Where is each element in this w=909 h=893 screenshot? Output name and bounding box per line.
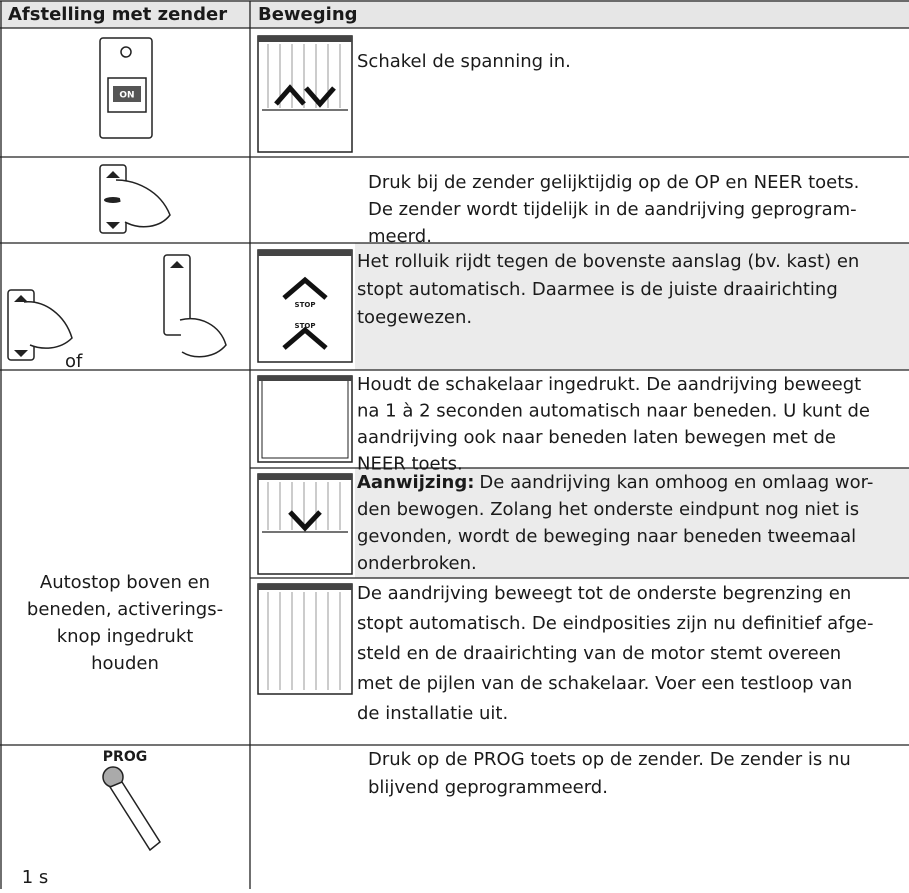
header-cell: Beweging	[258, 4, 358, 25]
or-label: of	[65, 351, 83, 372]
text-line: De zender wordt tijdelijk in de aandrijv…	[368, 199, 857, 220]
text-line: De aandrijving kan omhoog en omlaag wor-	[479, 472, 873, 493]
left-text-line: Autostop boven en	[40, 572, 210, 593]
text-line: Druk op de PROG toets op de zender. De z…	[368, 749, 851, 770]
left-text-line: beneden, activerings-	[27, 599, 223, 620]
text-line: den bewogen. Zolang het onderste eindpun…	[357, 499, 859, 520]
note-label: Aanwijzing:	[357, 472, 474, 493]
shutter-icon	[257, 35, 353, 153]
prog-pen-icon: PROG 1 s	[22, 749, 161, 888]
text-line: stopt automatisch. Daarmee is de juiste …	[357, 279, 838, 300]
breaker-icon: ON	[99, 37, 153, 139]
left-text-line: houden	[91, 653, 159, 674]
stop-label: STOP	[295, 301, 316, 309]
row-bg	[355, 468, 909, 578]
text-line: steld en de draairichting van de motor s…	[357, 643, 841, 664]
text-line: Het rolluik rijdt tegen de bovenste aans…	[357, 251, 859, 272]
remote-hand-icon	[7, 254, 227, 361]
text-line: Houdt de schakelaar ingedrukt. De aandri…	[357, 374, 861, 395]
text-line: na 1 à 2 seconden automatisch naar bened…	[357, 401, 870, 422]
row-bg	[355, 243, 909, 370]
text-line: toegewezen.	[357, 307, 472, 328]
header-cell: Afstelling met zender	[8, 4, 227, 25]
left-text-line: knop ingedrukt	[57, 626, 194, 647]
text-line: blijvend geprogrammeerd.	[368, 777, 608, 798]
stop-label: STOP	[295, 322, 316, 330]
time-label: 1 s	[22, 867, 49, 888]
text-line: gevonden, wordt de beweging naar beneden…	[357, 526, 856, 547]
text-line: meerd.	[368, 226, 432, 247]
text-line: de installatie uit.	[357, 703, 508, 724]
text-line: stopt automatisch. De eindposities zijn …	[357, 613, 873, 634]
text-line: aandrijving ook naar beneden laten beweg…	[357, 427, 836, 448]
icon-label: ON	[119, 91, 134, 101]
shutter-icon	[257, 473, 353, 575]
prog-label: PROG	[103, 749, 147, 765]
shutter-icon	[257, 375, 353, 463]
shutter-icon	[257, 583, 353, 695]
text-line: met de pijlen van de schakelaar. Voer ee…	[357, 673, 852, 694]
text-line: onderbroken.	[357, 553, 477, 574]
text-line: De aandrijving beweegt tot de onderste b…	[357, 583, 851, 604]
text-line: Schakel de spanning in.	[357, 51, 571, 72]
text-line: NEER toets.	[357, 454, 463, 475]
header-bg	[0, 0, 909, 28]
shutter-stop-icon: STOP STOP	[257, 249, 353, 363]
text-line: Druk bij de zender gelijktijdig op de OP…	[368, 172, 859, 193]
remote-hand-icon	[99, 164, 171, 234]
